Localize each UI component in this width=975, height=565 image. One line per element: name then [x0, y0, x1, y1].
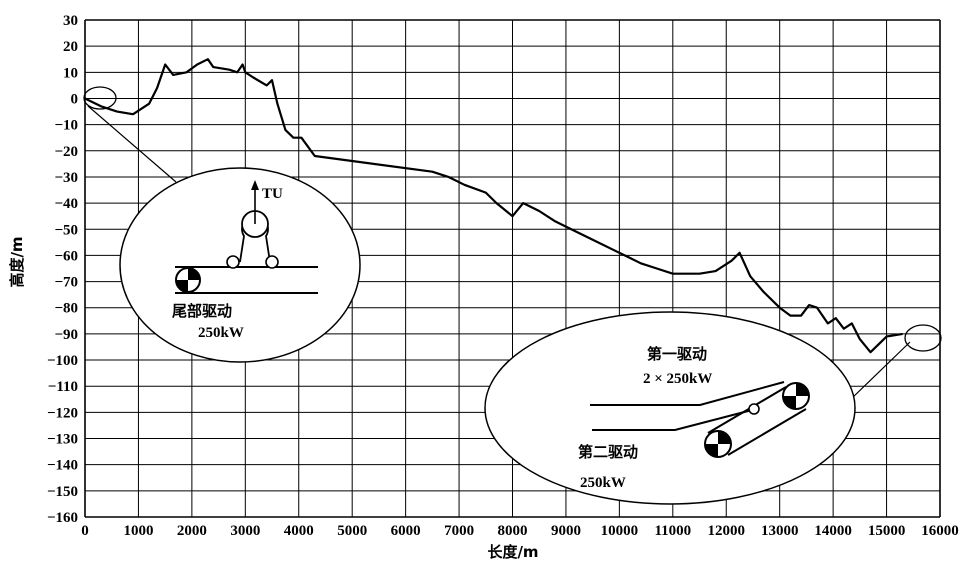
second-drive-power: 250kW — [580, 475, 626, 491]
y-tick-label: 10 — [63, 65, 78, 81]
x-tick-label: 2000 — [177, 523, 207, 539]
y-tick-label: −10 — [54, 118, 78, 134]
takeup-arrow-icon — [251, 180, 259, 190]
head-belt-lower — [592, 409, 753, 431]
head-leader-line — [849, 341, 911, 401]
x-tick-label: 11000 — [654, 523, 691, 539]
y-tick-label: −100 — [47, 353, 78, 369]
y-tick-label: −130 — [47, 432, 78, 448]
tail-drive-ellipse — [119, 167, 361, 363]
x-tick-label: 10000 — [601, 523, 639, 539]
head-drive-callout: 第一驱动 2 × 250kW 第二驱动 250kW — [484, 311, 942, 505]
y-tick-label: −110 — [48, 379, 78, 395]
y-tick-label: −50 — [54, 222, 78, 238]
y-tick-label: −120 — [47, 405, 78, 421]
takeup-label: TU — [262, 186, 283, 202]
x-tick-label: 4000 — [284, 523, 314, 539]
y-tick-label: −30 — [54, 170, 78, 186]
y-tick-label: 20 — [63, 39, 78, 55]
second-drive-title: 第二驱动 — [578, 443, 638, 461]
x-tick-label: 14000 — [814, 523, 852, 539]
y-tick-label: 30 — [63, 13, 78, 29]
second-drive-pulley-icon — [704, 430, 732, 458]
x-tick-label: 13000 — [761, 523, 799, 539]
x-tick-label: 3000 — [230, 523, 260, 539]
tail-drive-pulley-icon — [175, 267, 201, 293]
head-belt-span-b — [727, 408, 807, 456]
y-tick-label: 0 — [71, 91, 79, 107]
head-belt-upper — [590, 381, 785, 406]
y-tick-label: −40 — [54, 196, 78, 212]
x-tick-label: 5000 — [337, 523, 367, 539]
y-tick-label: −80 — [54, 301, 78, 317]
x-axis-label: 长度/m — [487, 543, 538, 561]
head-belt-span-a — [707, 386, 787, 434]
x-tick-label: 15000 — [868, 523, 906, 539]
series-layer — [84, 58, 903, 354]
tail-leader-line — [87, 105, 177, 183]
y-tick-label: −150 — [47, 484, 78, 500]
head-drive-ellipse — [484, 311, 856, 505]
x-tick-label: 7000 — [444, 523, 474, 539]
y-axis-label: 高度/m — [8, 236, 26, 287]
tail-drive-power: 250kW — [198, 325, 244, 341]
tail-drive-title: 尾部驱动 — [172, 302, 232, 320]
x-tick-label: 12000 — [708, 523, 746, 539]
snub-pulley — [748, 403, 760, 415]
y-tick-label: −70 — [54, 275, 78, 291]
first-drive-power: 2 × 250kW — [643, 371, 712, 387]
tick-labels: 0 1000 2000 3000 4000 5000 6000 7000 8000 9000 100… — [47, 13, 959, 539]
y-tick-label: −160 — [47, 510, 78, 526]
elevation-profile-line — [84, 58, 903, 354]
bend-pulley-right — [265, 255, 279, 269]
x-tick-label: 1000 — [123, 523, 153, 539]
x-tick-label: 16000 — [921, 523, 959, 539]
x-tick-label: 6000 — [391, 523, 421, 539]
first-drive-title: 第一驱动 — [647, 345, 707, 363]
tail-drive-callout: TU 尾部驱动 250kW — [83, 86, 361, 363]
y-tick-label: −20 — [54, 144, 78, 160]
x-tick-label: 0 — [81, 523, 89, 539]
tail-marker-ellipse — [83, 86, 117, 110]
x-tick-label: 8000 — [498, 523, 528, 539]
y-tick-label: −60 — [54, 248, 78, 264]
head-marker-ellipse — [904, 324, 942, 352]
y-tick-label: −90 — [54, 327, 78, 343]
y-tick-label: −140 — [47, 458, 78, 474]
x-tick-label: 9000 — [551, 523, 581, 539]
first-drive-pulley-icon — [782, 382, 810, 410]
bend-pulley-left — [226, 255, 240, 269]
